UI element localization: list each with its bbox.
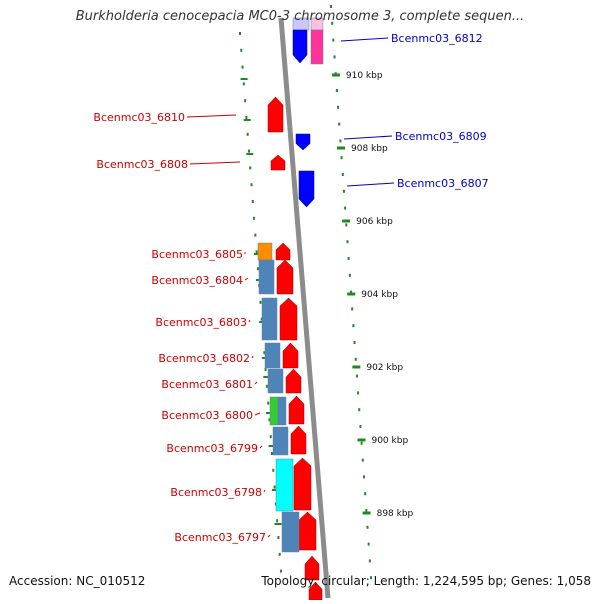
forward-gene-arrow bbox=[285, 368, 302, 394]
forward-gene-label: Bcenmc03_6801 bbox=[161, 378, 253, 391]
reverse-gene-label: Bcenmc03_6809 bbox=[395, 130, 487, 143]
forward-gene-arrow-6808 bbox=[270, 154, 286, 171]
steel-gene-box bbox=[281, 511, 300, 553]
topology-text: Topology: circular; Length: 1,224,595 bp… bbox=[261, 574, 591, 588]
position-label: 908 kbp bbox=[351, 144, 388, 154]
accession-text: Accession: NC_010512 bbox=[9, 574, 146, 588]
forward-gene-leader bbox=[186, 114, 237, 118]
left-tick-column bbox=[239, 32, 282, 573]
position-label: 904 kbp bbox=[361, 290, 398, 300]
steel-gene-box bbox=[261, 297, 278, 341]
forward-gene-label: Bcenmc03_6803 bbox=[155, 316, 247, 329]
forward-gene-arrow bbox=[298, 511, 317, 551]
forward-gene-label: Bcenmc03_6804 bbox=[151, 274, 243, 287]
forward-gene-leader bbox=[248, 319, 251, 323]
position-label: 902 kbp bbox=[366, 363, 403, 373]
forward-gene-label: Bcenmc03_6808 bbox=[96, 158, 188, 171]
forward-gene-leader bbox=[251, 355, 254, 359]
steel-gene-box bbox=[267, 368, 284, 394]
reverse-gene-leader bbox=[346, 182, 395, 187]
position-label: 910 kbp bbox=[346, 71, 383, 81]
reverse-gene-leader bbox=[343, 135, 393, 140]
forward-gene-arrow bbox=[293, 457, 312, 511]
map-title: Burkholderia cenocepacia MC0-3 chromosom… bbox=[75, 9, 525, 24]
forward-gene-label: Bcenmc03_6800 bbox=[161, 409, 253, 422]
forward-gene-leader bbox=[244, 277, 249, 281]
backbone-line bbox=[278, 17, 331, 599]
forward-gene-arrow-6810 bbox=[267, 96, 284, 133]
forward-gene-leader bbox=[263, 489, 266, 493]
forward-gene-arrow bbox=[288, 395, 305, 425]
reverse-gene-leader bbox=[340, 37, 389, 42]
forward-gene-label: Bcenmc03_6810 bbox=[93, 111, 185, 124]
steel-gene-box bbox=[277, 396, 287, 426]
forward-gene-arrow bbox=[279, 297, 298, 341]
forward-gene-leader bbox=[259, 445, 263, 449]
forward-gene-leader bbox=[189, 161, 241, 165]
forward-gene-label: Bcenmc03_6798 bbox=[170, 486, 262, 499]
reverse-gene-label: Bcenmc03_6807 bbox=[397, 177, 489, 190]
forward-gene-arrow bbox=[304, 555, 320, 581]
reverse-gene-arrow-6809 bbox=[295, 133, 311, 151]
reverse-gene-arrow-6812 bbox=[292, 29, 308, 64]
pink-gene-box bbox=[310, 29, 324, 65]
green-gene-box bbox=[269, 396, 279, 426]
position-label: 900 kbp bbox=[371, 436, 408, 446]
steel-gene-box bbox=[258, 259, 275, 295]
forward-gene-label: Bcenmc03_6797 bbox=[174, 531, 266, 544]
forward-gene-arrow bbox=[308, 581, 323, 601]
reverse-gene-arrow-6807 bbox=[298, 170, 315, 208]
steel-gene-box bbox=[264, 342, 281, 369]
forward-gene-label: Bcenmc03_6802 bbox=[158, 352, 250, 365]
steel-gene-box bbox=[272, 426, 289, 456]
orange-gene-box bbox=[257, 242, 273, 261]
forward-gene-leader bbox=[254, 412, 261, 416]
forward-gene-arrow bbox=[276, 259, 294, 295]
position-label: 906 kbp bbox=[356, 217, 393, 227]
forward-gene-arrow bbox=[275, 242, 291, 261]
position-label: 898 kbp bbox=[377, 509, 414, 519]
cyan-gene-box bbox=[275, 458, 294, 512]
reverse-gene-label: Bcenmc03_6812 bbox=[391, 32, 483, 45]
forward-gene-label: Bcenmc03_6805 bbox=[151, 248, 243, 261]
forward-gene-arrow bbox=[290, 425, 307, 455]
forward-gene-leader bbox=[254, 381, 258, 385]
forward-gene-label: Bcenmc03_6799 bbox=[166, 442, 258, 455]
forward-gene-arrow bbox=[282, 342, 299, 369]
forward-gene-leader bbox=[267, 534, 271, 538]
